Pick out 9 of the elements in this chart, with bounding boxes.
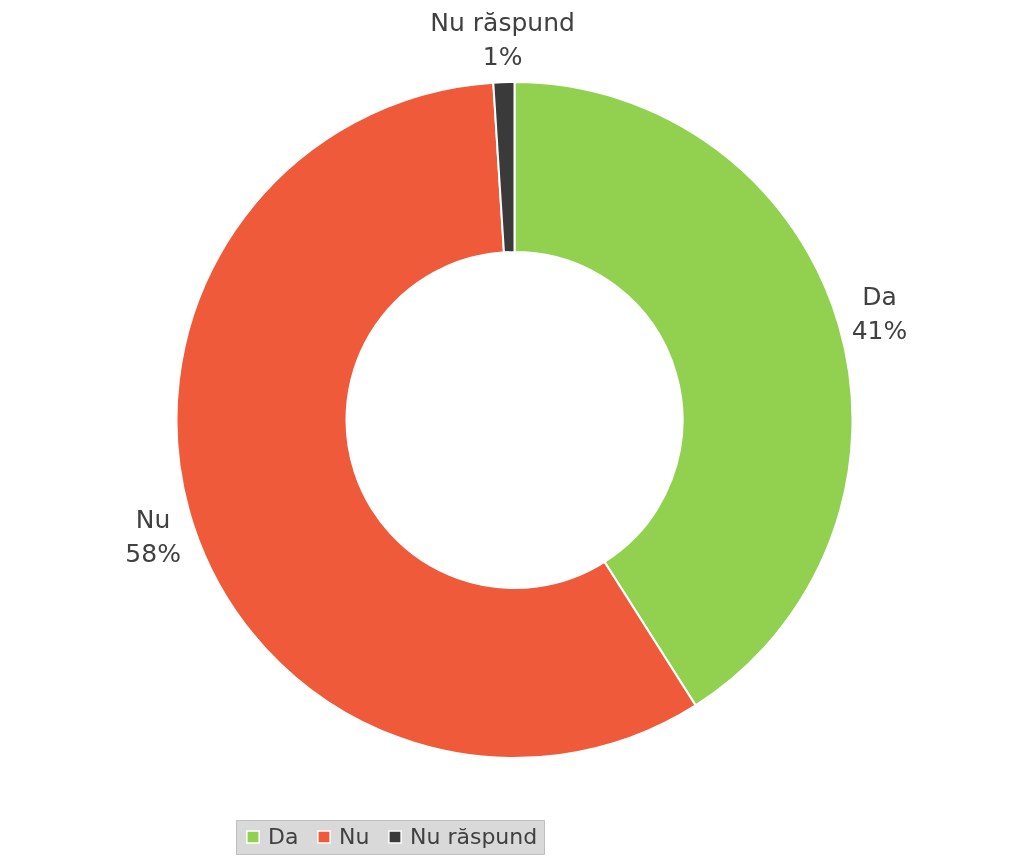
data-label: 58% (125, 539, 181, 569)
legend-label: Nu răspund (410, 824, 538, 849)
legend-label: Da (268, 824, 299, 849)
data-label: 1% (482, 42, 523, 72)
legend-label: Nu (339, 824, 370, 849)
slice-label: Da (862, 281, 897, 311)
slice-label: Nu răspund (430, 8, 575, 38)
slice-label: Nu (135, 505, 171, 535)
data-label: 41% (851, 315, 908, 345)
